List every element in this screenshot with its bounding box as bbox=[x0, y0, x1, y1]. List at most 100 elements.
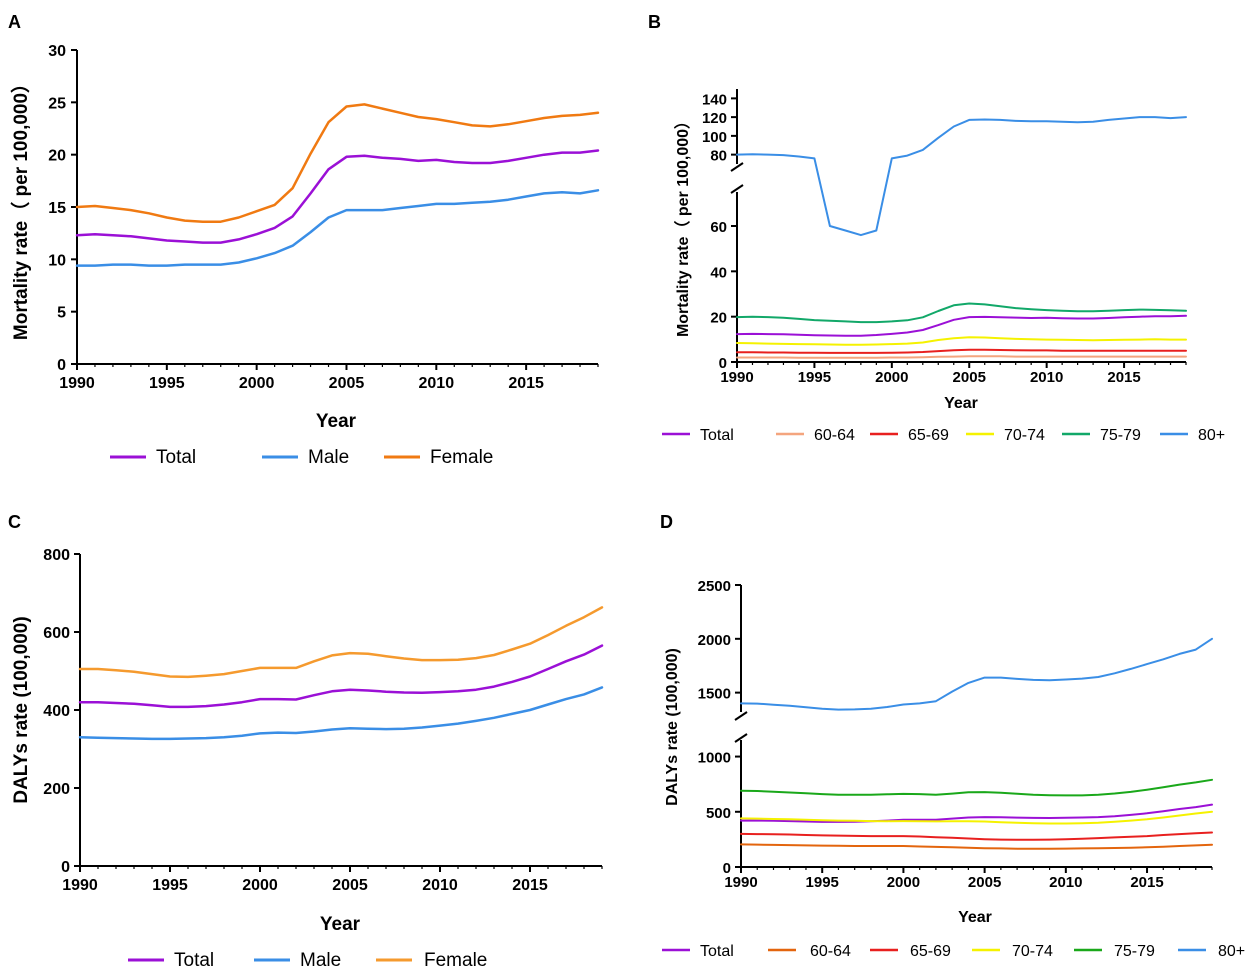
panel-c-legend: Total Male Female bbox=[128, 950, 487, 971]
x-tick-label: 1995 bbox=[149, 375, 185, 392]
x-tick-label: 1990 bbox=[724, 874, 757, 891]
y-tick-label: 600 bbox=[43, 625, 70, 642]
y-tick-label: 25 bbox=[48, 95, 66, 112]
series-line-female bbox=[78, 606, 604, 679]
panel-b-x-label: Year bbox=[944, 395, 978, 412]
panel-c-y-label: DALYs rate (100,000) bbox=[11, 616, 32, 803]
panel-c: C 0 200 400 600 800 1990 1995 2000 2005 2010 2015… bbox=[8, 512, 604, 971]
panel-d-x-label: Year bbox=[958, 909, 992, 926]
series-line-female bbox=[75, 103, 600, 223]
series-line-70-74 bbox=[736, 336, 1187, 346]
panel-b-x-ticks: 1990 1995 2000 2005 2010 2015 bbox=[720, 362, 1187, 386]
panel-b-label: B bbox=[648, 12, 661, 32]
series-line-total bbox=[78, 644, 604, 709]
y-tick-label: 200 bbox=[43, 781, 70, 798]
panel-a-y-ticks: 0 5 10 15 20 25 30 bbox=[48, 43, 77, 374]
y-tick-label: 0 bbox=[61, 859, 70, 876]
legend-label-60-64: 60-64 bbox=[814, 427, 855, 444]
y-tick-label: 100 bbox=[702, 129, 727, 146]
x-tick-label: 2000 bbox=[887, 874, 920, 891]
y-tick-label: 80 bbox=[710, 148, 727, 165]
panel-d-x-ticks: 1990 1995 2000 2005 2010 2015 bbox=[724, 867, 1213, 891]
x-tick-label: 2010 bbox=[1049, 874, 1082, 891]
legend-label-60-64: 60-64 bbox=[810, 943, 851, 960]
y-tick-label: 1000 bbox=[698, 750, 731, 767]
y-tick-label: 400 bbox=[43, 703, 70, 720]
y-tick-label: 500 bbox=[706, 805, 731, 822]
y-tick-label: 1500 bbox=[698, 686, 731, 703]
y-tick-label: 20 bbox=[710, 310, 727, 327]
x-tick-label: 2005 bbox=[953, 369, 986, 386]
panel-a-legend: Total Male Female bbox=[110, 447, 493, 468]
y-tick-label: 15 bbox=[48, 200, 66, 217]
series-line-70-74 bbox=[740, 810, 1213, 825]
series-line-65-69 bbox=[740, 831, 1213, 841]
panel-d: D 0 500 1000 1500 2000 2500 1990 1995 2000 2005 2… bbox=[660, 512, 1245, 960]
panel-b-axis-break-1 bbox=[730, 162, 744, 172]
legend-label-total: Total bbox=[174, 950, 214, 971]
x-tick-label: 2000 bbox=[242, 877, 278, 894]
x-tick-label: 2015 bbox=[512, 877, 548, 894]
series-line-80plus bbox=[736, 116, 1187, 237]
legend-label-80plus: 80+ bbox=[1198, 427, 1225, 444]
x-tick-label: 2005 bbox=[332, 877, 368, 894]
panel-b-axis-break-2 bbox=[730, 184, 744, 194]
series-line-total bbox=[736, 314, 1187, 337]
panel-d-legend: Total 60-64 65-69 70-74 75-79 80+ bbox=[662, 943, 1245, 960]
panel-c-series bbox=[78, 606, 604, 741]
panel-b-legend: Total 60-64 65-69 70-74 75-79 80+ bbox=[662, 427, 1225, 444]
panel-d-y-label: DALYs rate (100,000) bbox=[664, 648, 681, 806]
series-line-60-64 bbox=[740, 843, 1213, 850]
panel-b-series bbox=[736, 116, 1187, 359]
panel-d-axis-break-1 bbox=[734, 711, 748, 721]
y-tick-label: 30 bbox=[48, 43, 66, 60]
x-tick-label: 2005 bbox=[968, 874, 1001, 891]
series-line-80plus bbox=[740, 637, 1213, 711]
x-tick-label: 2015 bbox=[1107, 369, 1140, 386]
legend-label-female: Female bbox=[430, 447, 493, 468]
y-tick-label: 2000 bbox=[698, 632, 731, 649]
y-tick-label: 5 bbox=[57, 305, 66, 322]
series-line-total bbox=[740, 803, 1213, 823]
y-tick-label: 40 bbox=[710, 264, 727, 281]
legend-label-70-74: 70-74 bbox=[1004, 427, 1045, 444]
series-line-75-79 bbox=[740, 778, 1213, 797]
x-tick-label: 2010 bbox=[1030, 369, 1063, 386]
panel-a-x-ticks: 1990 1995 2000 2005 2010 2015 bbox=[59, 364, 599, 392]
panel-b-y-ticks: 0 20 40 60 80 100 120 140 bbox=[702, 91, 737, 372]
legend-label-75-79: 75-79 bbox=[1100, 427, 1141, 444]
series-line-75-79 bbox=[736, 302, 1187, 324]
y-tick-label: 10 bbox=[48, 252, 66, 269]
x-tick-label: 1995 bbox=[152, 877, 188, 894]
panel-d-y-ticks: 0 500 1000 1500 2000 2500 bbox=[698, 578, 741, 877]
panel-b-y-label: Mortality rate（ per 100,000） bbox=[674, 113, 692, 337]
y-tick-label: 2500 bbox=[698, 578, 731, 595]
legend-label-65-69: 65-69 bbox=[910, 943, 951, 960]
x-tick-label: 2000 bbox=[875, 369, 908, 386]
panel-c-label: C bbox=[8, 512, 21, 532]
series-line-male bbox=[75, 189, 600, 267]
panel-a-label: A bbox=[8, 12, 21, 32]
legend-label-75-79: 75-79 bbox=[1114, 943, 1155, 960]
legend-label-male: Male bbox=[300, 950, 341, 971]
y-tick-label: 140 bbox=[702, 91, 727, 108]
series-line-65-69 bbox=[736, 348, 1187, 354]
x-tick-label: 1995 bbox=[798, 369, 831, 386]
y-tick-label: 120 bbox=[702, 110, 727, 127]
y-tick-label: 0 bbox=[57, 357, 66, 374]
panel-a-y-label: Mortality rate（ per 100,000） bbox=[9, 74, 32, 340]
x-tick-label: 1990 bbox=[62, 877, 98, 894]
legend-label-80plus: 80+ bbox=[1218, 943, 1245, 960]
x-tick-label: 2010 bbox=[419, 375, 455, 392]
x-tick-label: 2015 bbox=[508, 375, 544, 392]
y-tick-label: 0 bbox=[723, 860, 731, 877]
panel-d-axis-break-2 bbox=[734, 733, 748, 743]
panel-a-x-label: Year bbox=[316, 411, 357, 432]
legend-label-male: Male bbox=[308, 447, 349, 468]
legend-label-total: Total bbox=[700, 943, 734, 960]
series-line-60-64 bbox=[736, 355, 1187, 359]
y-tick-label: 0 bbox=[719, 355, 727, 372]
legend-label-65-69: 65-69 bbox=[908, 427, 949, 444]
panel-d-label: D bbox=[660, 512, 673, 532]
